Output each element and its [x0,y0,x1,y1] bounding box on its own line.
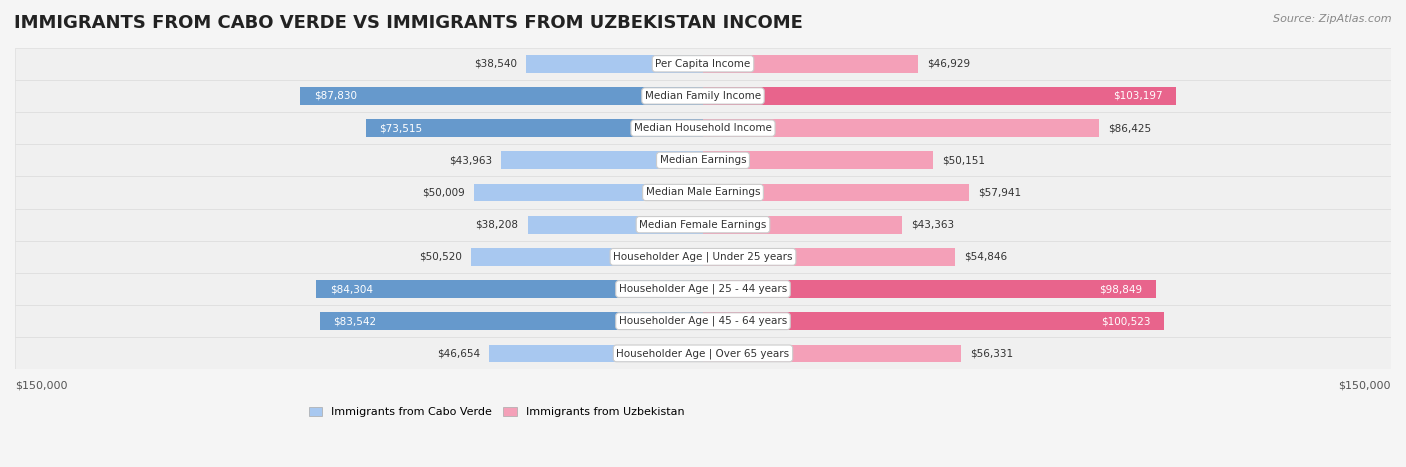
FancyBboxPatch shape [15,112,1391,144]
Text: $46,654: $46,654 [437,348,479,358]
Bar [502,151,703,169]
Bar [703,248,955,266]
Bar [703,280,1156,298]
Bar [366,119,703,137]
FancyBboxPatch shape [15,209,1391,241]
Text: $103,197: $103,197 [1114,91,1163,101]
Text: $43,363: $43,363 [911,219,955,230]
FancyBboxPatch shape [15,177,1391,209]
Text: IMMIGRANTS FROM CABO VERDE VS IMMIGRANTS FROM UZBEKISTAN INCOME: IMMIGRANTS FROM CABO VERDE VS IMMIGRANTS… [14,14,803,32]
Bar [703,184,969,201]
Text: Median Male Earnings: Median Male Earnings [645,187,761,198]
Bar [471,248,703,266]
Bar [703,216,901,234]
Legend: Immigrants from Cabo Verde, Immigrants from Uzbekistan: Immigrants from Cabo Verde, Immigrants f… [305,403,689,422]
Bar [316,280,703,298]
Text: $43,963: $43,963 [449,156,492,165]
Text: Householder Age | Over 65 years: Householder Age | Over 65 years [616,348,790,359]
Text: $83,542: $83,542 [333,316,377,326]
Text: Householder Age | Under 25 years: Householder Age | Under 25 years [613,252,793,262]
Text: $38,208: $38,208 [475,219,519,230]
Text: $50,009: $50,009 [422,187,464,198]
Bar [703,312,1164,330]
Bar [489,345,703,362]
Bar [703,87,1177,105]
Text: Median Female Earnings: Median Female Earnings [640,219,766,230]
FancyBboxPatch shape [15,305,1391,337]
Bar [703,345,962,362]
Text: Householder Age | 45 - 64 years: Householder Age | 45 - 64 years [619,316,787,326]
Text: Median Earnings: Median Earnings [659,156,747,165]
Text: $98,849: $98,849 [1099,284,1143,294]
Text: Source: ZipAtlas.com: Source: ZipAtlas.com [1274,14,1392,24]
Text: $73,515: $73,515 [380,123,423,133]
Bar [527,216,703,234]
Text: $100,523: $100,523 [1101,316,1150,326]
Text: $84,304: $84,304 [330,284,373,294]
Text: Median Household Income: Median Household Income [634,123,772,133]
Text: $87,830: $87,830 [314,91,357,101]
FancyBboxPatch shape [15,144,1391,177]
Bar [474,184,703,201]
Bar [703,151,934,169]
FancyBboxPatch shape [15,273,1391,305]
Bar [526,55,703,73]
Bar [703,55,918,73]
Text: $150,000: $150,000 [1339,381,1391,391]
Text: $46,929: $46,929 [928,59,970,69]
Text: $50,151: $50,151 [942,156,986,165]
Text: $86,425: $86,425 [1108,123,1152,133]
FancyBboxPatch shape [15,241,1391,273]
Bar [299,87,703,105]
Text: Per Capita Income: Per Capita Income [655,59,751,69]
FancyBboxPatch shape [15,337,1391,369]
Text: $56,331: $56,331 [970,348,1014,358]
Text: Median Family Income: Median Family Income [645,91,761,101]
FancyBboxPatch shape [15,80,1391,112]
FancyBboxPatch shape [15,48,1391,80]
Text: Householder Age | 25 - 44 years: Householder Age | 25 - 44 years [619,284,787,294]
Text: $54,846: $54,846 [963,252,1007,262]
Text: $57,941: $57,941 [979,187,1021,198]
Text: $50,520: $50,520 [419,252,463,262]
Bar [703,119,1099,137]
Text: $38,540: $38,540 [474,59,517,69]
Text: $150,000: $150,000 [15,381,67,391]
Bar [319,312,703,330]
